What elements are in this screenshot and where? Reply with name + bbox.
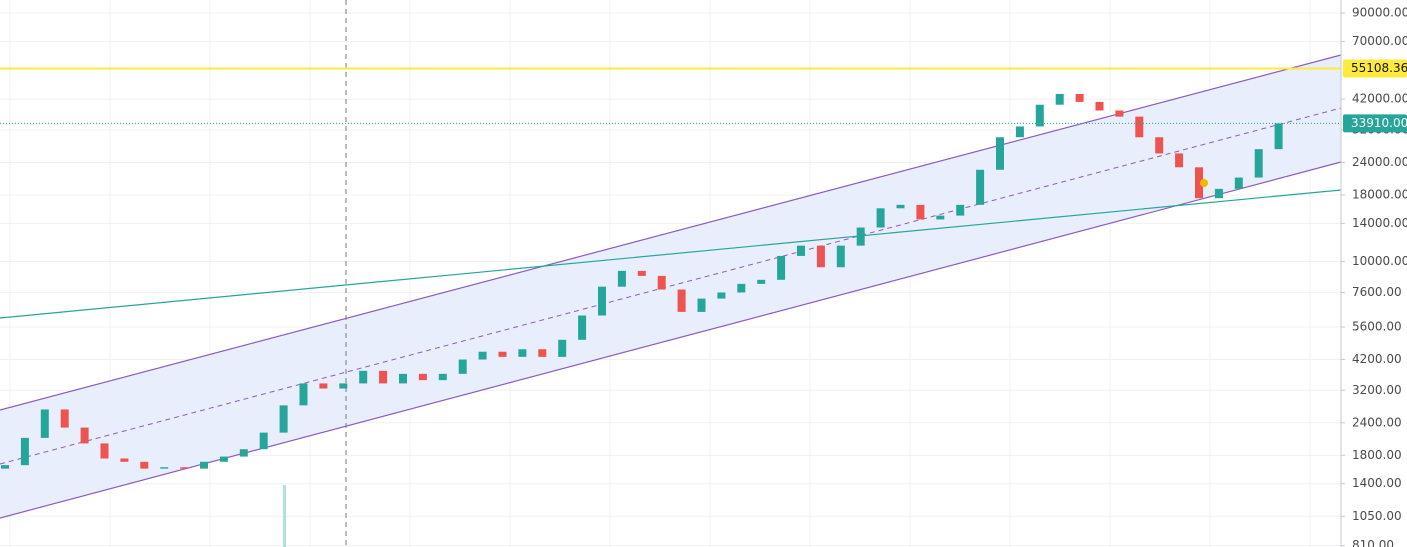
candle-body — [697, 298, 706, 312]
y-tick-label: 70000.00 — [1352, 34, 1407, 48]
candle-body — [339, 383, 348, 389]
grid — [0, 0, 1341, 547]
candle-body — [1015, 126, 1024, 138]
candle-body — [836, 245, 845, 268]
candle-body — [1135, 116, 1144, 138]
candle-body — [717, 292, 726, 299]
candle-body — [120, 458, 129, 462]
channel-upper — [0, 54, 1342, 411]
y-tick-label: 5600.00 — [1352, 320, 1402, 334]
candle-body — [1195, 167, 1203, 199]
y-tick-label: 1400.00 — [1352, 476, 1402, 490]
candle-body — [359, 370, 368, 384]
candle-body — [458, 359, 467, 374]
candle-body — [100, 443, 109, 459]
candle-body — [936, 215, 945, 220]
candle-body — [200, 461, 208, 469]
price-label-box — [1343, 59, 1407, 78]
price-label: 55108.36 — [1351, 61, 1407, 75]
candle-body — [737, 283, 746, 293]
candle-body — [379, 370, 388, 384]
candle-body — [299, 383, 308, 406]
candle-body — [578, 315, 587, 340]
marker-dot — [1200, 179, 1208, 187]
candle-body — [140, 461, 149, 469]
candle-body — [1095, 101, 1104, 111]
candle-body — [518, 349, 527, 357]
y-tick-label: 42000.00 — [1352, 92, 1407, 106]
candle-body — [1035, 104, 1044, 127]
price-axis: 810.00 1050.00 1400.00 1800.00 2400.00 3200.0… — [1341, 6, 1407, 547]
candle-body — [976, 169, 985, 205]
y-tick-label: 7600.00 — [1352, 285, 1402, 299]
candle-body — [1214, 188, 1223, 199]
candle-body — [558, 339, 567, 357]
y-tick-label: 4200.00 — [1352, 352, 1402, 366]
volume-bar — [283, 485, 286, 547]
candle-body — [180, 467, 189, 469]
candle-body — [797, 245, 805, 256]
candle-body — [598, 286, 606, 316]
candle-body — [856, 227, 865, 246]
candle-body — [80, 427, 89, 444]
y-tick-label: 18000.00 — [1352, 187, 1407, 201]
y-tick-label: 810.00 — [1352, 538, 1394, 547]
candle-body — [160, 467, 169, 469]
candle-body — [399, 373, 407, 384]
y-tick-label: 24000.00 — [1352, 155, 1407, 169]
candle-body — [219, 456, 228, 462]
candle-body — [418, 373, 427, 381]
candle-body — [777, 255, 786, 280]
candle-body — [677, 289, 686, 312]
candle-body — [438, 373, 447, 381]
price-label-box — [1343, 114, 1407, 133]
candle-body — [996, 137, 1004, 170]
candle-body — [876, 208, 885, 228]
candle-body — [259, 432, 268, 450]
candle-body — [1155, 137, 1164, 154]
y-tick-label: 14000.00 — [1352, 216, 1407, 230]
y-tick-label: 3200.00 — [1352, 383, 1402, 397]
candle-body — [637, 270, 646, 276]
candle-body — [1075, 93, 1084, 102]
price-label: 33910.00 — [1351, 116, 1407, 130]
candle-body — [20, 437, 29, 466]
candle-body — [1055, 93, 1064, 105]
candle-body — [757, 279, 766, 284]
y-tick-label: 1050.00 — [1352, 509, 1402, 523]
candle-body — [1274, 123, 1283, 150]
candle-body — [279, 405, 288, 433]
y-tick-label: 90000.00 — [1352, 6, 1407, 20]
y-tick-label: 10000.00 — [1352, 254, 1407, 268]
candle-body — [239, 449, 248, 457]
trend-line — [0, 189, 1342, 319]
candle-body — [896, 204, 905, 209]
candle-body — [1, 465, 9, 469]
candle-body — [1175, 153, 1184, 168]
y-tick-label: 1800.00 — [1352, 448, 1402, 462]
candle-body — [1254, 149, 1263, 178]
candle-body — [538, 349, 547, 357]
candle-body — [657, 275, 666, 290]
candle-body — [816, 245, 825, 268]
y-tick-label: 2400.00 — [1352, 415, 1402, 429]
channel-median — [0, 107, 1342, 465]
candle-body — [60, 409, 69, 428]
candle-body — [916, 204, 925, 220]
candle-body — [617, 270, 626, 287]
candle-body — [956, 204, 965, 216]
candles — [0, 67, 1341, 469]
candle-body — [478, 351, 487, 360]
candle-body — [1115, 110, 1124, 117]
candle-body — [40, 409, 49, 438]
candle-body — [319, 383, 328, 389]
candle-body — [1234, 177, 1243, 189]
candle-body — [498, 351, 507, 357]
